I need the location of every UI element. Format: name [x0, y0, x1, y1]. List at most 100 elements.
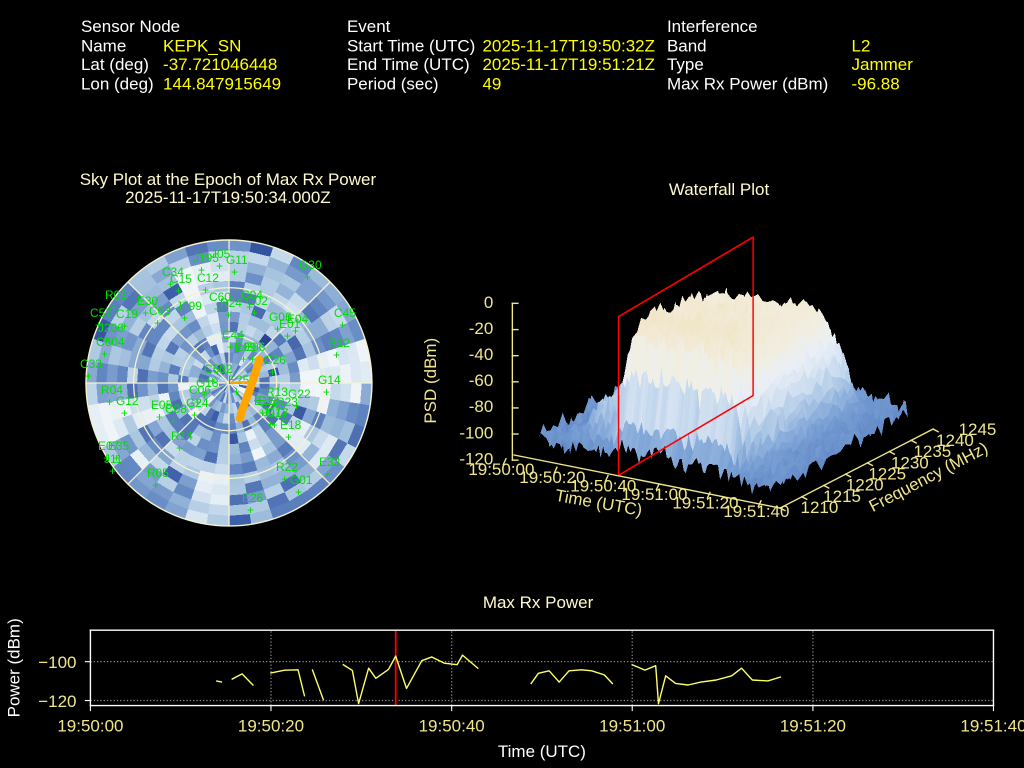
svg-text:C08: C08 [165, 402, 187, 416]
svg-text:+: + [284, 329, 291, 343]
svg-text:19:50:40: 19:50:40 [419, 717, 485, 736]
svg-text:-96.88: -96.88 [852, 74, 900, 93]
svg-text:+: + [246, 300, 253, 314]
svg-text:19:51:20: 19:51:20 [780, 717, 846, 736]
svg-text:R22: R22 [276, 460, 298, 474]
svg-text:-100: -100 [459, 423, 493, 442]
svg-text:+: + [202, 283, 209, 297]
svg-text:R13: R13 [266, 385, 288, 399]
svg-text:+: + [95, 318, 102, 332]
svg-text:Interference: Interference [667, 17, 758, 36]
svg-text:+: + [113, 451, 120, 465]
svg-text:1210: 1210 [801, 498, 839, 517]
svg-text:1235: 1235 [913, 442, 951, 461]
svg-text:J07: J07 [262, 405, 282, 419]
svg-text:19:51:00: 19:51:00 [621, 485, 687, 504]
svg-text:19:51:40: 19:51:40 [960, 717, 1024, 736]
svg-text:19:50:20: 19:50:20 [238, 717, 304, 736]
svg-text:+: + [269, 365, 276, 379]
svg-text:Power (dBm): Power (dBm) [4, 618, 23, 717]
svg-text:+: + [281, 407, 288, 421]
svg-text:C26: C26 [264, 353, 286, 367]
svg-text:+: + [198, 263, 205, 277]
svg-text:E07: E07 [98, 439, 120, 453]
svg-text:19:51:20: 19:51:20 [672, 493, 738, 512]
svg-text:+: + [293, 399, 300, 413]
svg-text:-40: -40 [469, 345, 494, 364]
svg-text:+: + [259, 406, 266, 420]
svg-text:+: + [209, 374, 216, 388]
svg-text:C04: C04 [241, 288, 263, 302]
svg-text:G06: G06 [269, 310, 292, 324]
svg-text:2025-11-17T19:50:34.000Z: 2025-11-17T19:50:34.000Z [125, 188, 331, 207]
svg-text:R05: R05 [147, 466, 169, 480]
svg-text:+: + [267, 417, 274, 431]
svg-text:+: + [292, 324, 299, 338]
svg-text:E15: E15 [254, 394, 276, 408]
svg-text:19:50:40: 19:50:40 [570, 477, 636, 496]
svg-text:+: + [274, 322, 281, 336]
svg-text:Max Rx Power (dBm): Max Rx Power (dBm) [667, 74, 828, 93]
svg-text:E33: E33 [319, 455, 341, 469]
svg-text:+: + [110, 300, 117, 314]
svg-text:2025-11-17T19:50:32Z: 2025-11-17T19:50:32Z [482, 36, 654, 55]
svg-text:J206: J206 [98, 321, 124, 335]
svg-text:+: + [142, 306, 149, 320]
svg-text:+: + [167, 277, 174, 291]
svg-text:E05: E05 [151, 398, 173, 412]
svg-text:G11: G11 [226, 253, 248, 267]
svg-text:E01: E01 [279, 317, 301, 331]
svg-text:Period (sec): Period (sec) [347, 74, 439, 93]
svg-text:+: + [216, 259, 223, 273]
svg-text:Event: Event [347, 17, 391, 36]
svg-text:+: + [194, 395, 201, 409]
svg-text:+: + [175, 284, 182, 298]
svg-text:+: + [152, 478, 159, 492]
svg-text:-80: -80 [469, 397, 494, 416]
svg-text:G12: G12 [116, 394, 139, 408]
svg-text:+: + [271, 397, 278, 411]
svg-text:Lat (deg): Lat (deg) [81, 55, 149, 74]
svg-text:+: + [225, 308, 232, 322]
svg-text:+: + [154, 316, 161, 330]
svg-text:144.847915649: 144.847915649 [163, 74, 281, 93]
svg-text:R23: R23 [276, 395, 298, 409]
svg-text:E13: E13 [258, 394, 280, 408]
svg-text:+: + [281, 472, 288, 486]
svg-text:19:50:20: 19:50:20 [519, 468, 585, 487]
svg-text:C502: C502 [204, 362, 233, 376]
svg-text:+: + [233, 385, 240, 399]
svg-text:+: + [191, 408, 198, 422]
svg-text:C03: C03 [149, 304, 171, 318]
svg-text:G14: G14 [318, 373, 341, 387]
svg-text:−100: −100 [38, 653, 76, 672]
svg-text:C15: C15 [170, 272, 192, 286]
svg-text:1240: 1240 [936, 431, 974, 450]
svg-text:Name: Name [81, 36, 126, 55]
svg-text:1245: 1245 [959, 420, 997, 439]
svg-text:-120: -120 [459, 449, 493, 468]
svg-text:C60: C60 [209, 290, 231, 304]
svg-text:Time (UTC): Time (UTC) [498, 742, 586, 761]
svg-text:E09: E09 [235, 340, 257, 354]
svg-text:19:51:40: 19:51:40 [723, 502, 789, 521]
svg-text:G30: G30 [299, 258, 322, 272]
svg-text:Max Rx Power: Max Rx Power [483, 593, 594, 612]
svg-text:R04: R04 [101, 383, 123, 397]
svg-text:+: + [181, 311, 188, 325]
svg-text:+: + [247, 503, 254, 517]
svg-text:1220: 1220 [846, 476, 884, 495]
svg-text:2025-11-17T19:51:21Z: 2025-11-17T19:51:21Z [482, 55, 654, 74]
svg-text:+: + [109, 464, 116, 478]
svg-text:+: + [231, 265, 238, 279]
svg-text:PSD (dBm): PSD (dBm) [421, 338, 440, 424]
svg-text:C34: C34 [162, 265, 184, 279]
svg-text:Sky Plot at the Epoch of Max R: Sky Plot at the Epoch of Max Rx Power [80, 170, 377, 189]
svg-text:C33: C33 [80, 357, 102, 371]
svg-text:Jammer: Jammer [852, 55, 914, 74]
svg-text:+: + [249, 352, 256, 366]
svg-text:J05: J05 [211, 247, 231, 261]
svg-text:+: + [103, 451, 110, 465]
svg-text:C57: C57 [90, 306, 112, 320]
svg-text:-37.721046448: -37.721046448 [163, 55, 277, 74]
